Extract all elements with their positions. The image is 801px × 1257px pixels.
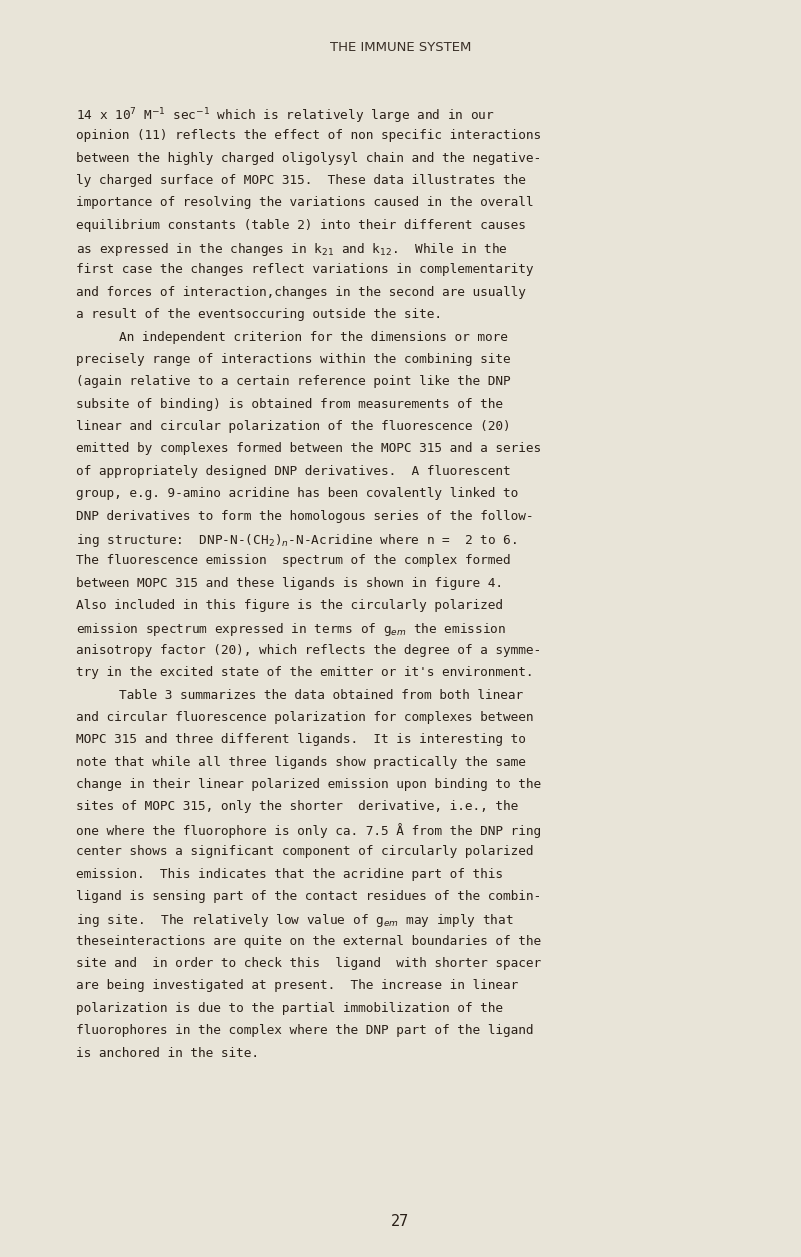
Text: is anchored in the site.: is anchored in the site. (76, 1047, 259, 1060)
Text: of appropriately designed DNP derivatives.  A fluorescent: of appropriately designed DNP derivative… (76, 465, 511, 478)
Text: DNP derivatives to form the homologous series of the follow-: DNP derivatives to form the homologous s… (76, 509, 533, 523)
Text: MOPC 315 and three different ligands.  It is interesting to: MOPC 315 and three different ligands. It… (76, 733, 526, 747)
Text: emission spectrum expressed in terms of g$_{em}$ the emission: emission spectrum expressed in terms of … (76, 621, 506, 639)
Text: equilibrium constants (table 2) into their different causes: equilibrium constants (table 2) into the… (76, 219, 526, 231)
Text: group, e.g. 9-amino acridine has been covalently linked to: group, e.g. 9-amino acridine has been co… (76, 488, 518, 500)
Text: Also included in this figure is the circularly polarized: Also included in this figure is the circ… (76, 600, 503, 612)
Text: note that while all three ligands show practically the same: note that while all three ligands show p… (76, 755, 526, 769)
Text: center shows a significant component of circularly polarized: center shows a significant component of … (76, 845, 533, 859)
Text: An independent criterion for the dimensions or more: An independent criterion for the dimensi… (119, 331, 507, 343)
Text: ly charged surface of MOPC 315.  These data illustrates the: ly charged surface of MOPC 315. These da… (76, 173, 526, 187)
Text: between MOPC 315 and these ligands is shown in figure 4.: between MOPC 315 and these ligands is sh… (76, 577, 503, 590)
Text: between the highly charged oligolysyl chain and the negative-: between the highly charged oligolysyl ch… (76, 152, 541, 165)
Text: fluorophores in the complex where the DNP part of the ligand: fluorophores in the complex where the DN… (76, 1024, 533, 1037)
Text: opinion (11) reflects the effect of non specific interactions: opinion (11) reflects the effect of non … (76, 129, 541, 142)
Text: are being investigated at present.  The increase in linear: are being investigated at present. The i… (76, 979, 518, 993)
Text: THE IMMUNE SYSTEM: THE IMMUNE SYSTEM (330, 41, 471, 54)
Text: anisotropy factor (20), which reflects the degree of a symme-: anisotropy factor (20), which reflects t… (76, 644, 541, 657)
Text: and forces of interaction,changes in the second are usually: and forces of interaction,changes in the… (76, 285, 526, 299)
Text: first case the changes reflect variations in complementarity: first case the changes reflect variation… (76, 264, 533, 277)
Text: sites of MOPC 315, only the shorter  derivative, i.e., the: sites of MOPC 315, only the shorter deri… (76, 801, 518, 813)
Text: subsite of binding) is obtained from measurements of the: subsite of binding) is obtained from mea… (76, 397, 503, 411)
Text: 14 x 10$^7$ M$^{-1}$ sec$^{-1}$ which is relatively large and in our: 14 x 10$^7$ M$^{-1}$ sec$^{-1}$ which is… (76, 107, 495, 127)
Text: change in their linear polarized emission upon binding to the: change in their linear polarized emissio… (76, 778, 541, 791)
Text: ligand is sensing part of the contact residues of the combin-: ligand is sensing part of the contact re… (76, 890, 541, 903)
Text: linear and circular polarization of the fluorescence (20): linear and circular polarization of the … (76, 420, 511, 434)
Text: try in the excited state of the emitter or it's environment.: try in the excited state of the emitter … (76, 666, 533, 679)
Text: a result of the eventsoccuring outside the site.: a result of the eventsoccuring outside t… (76, 308, 442, 322)
Text: emitted by complexes formed between the MOPC 315 and a series: emitted by complexes formed between the … (76, 442, 541, 455)
Text: as expressed in the changes in k$_{21}$ and k$_{12}$.  While in the: as expressed in the changes in k$_{21}$ … (76, 241, 508, 258)
Text: theseinteractions are quite on the external boundaries of the: theseinteractions are quite on the exter… (76, 935, 541, 948)
Text: site and  in order to check this  ligand  with shorter spacer: site and in order to check this ligand w… (76, 957, 541, 970)
Text: (again relative to a certain reference point like the DNP: (again relative to a certain reference p… (76, 376, 511, 388)
Text: ing site.  The relatively low value of g$_{em}$ may imply that: ing site. The relatively low value of g$… (76, 913, 513, 929)
Text: Table 3 summarizes the data obtained from both linear: Table 3 summarizes the data obtained fro… (119, 689, 523, 701)
Text: The fluorescence emission  spectrum of the complex formed: The fluorescence emission spectrum of th… (76, 554, 511, 567)
Text: emission.  This indicates that the acridine part of this: emission. This indicates that the acridi… (76, 867, 503, 881)
Text: importance of resolving the variations caused in the overall: importance of resolving the variations c… (76, 196, 533, 210)
Text: 27: 27 (392, 1214, 409, 1229)
Text: ing structure:  DNP-N-(CH$_2$)$_n$-N-Acridine where n =  2 to 6.: ing structure: DNP-N-(CH$_2$)$_n$-N-Acri… (76, 532, 517, 549)
Text: and circular fluorescence polarization for complexes between: and circular fluorescence polarization f… (76, 711, 533, 724)
Text: precisely range of interactions within the combining site: precisely range of interactions within t… (76, 353, 511, 366)
Text: one where the fluorophore is only ca. 7.5 Å from the DNP ring: one where the fluorophore is only ca. 7.… (76, 823, 541, 838)
Text: polarization is due to the partial immobilization of the: polarization is due to the partial immob… (76, 1002, 503, 1014)
